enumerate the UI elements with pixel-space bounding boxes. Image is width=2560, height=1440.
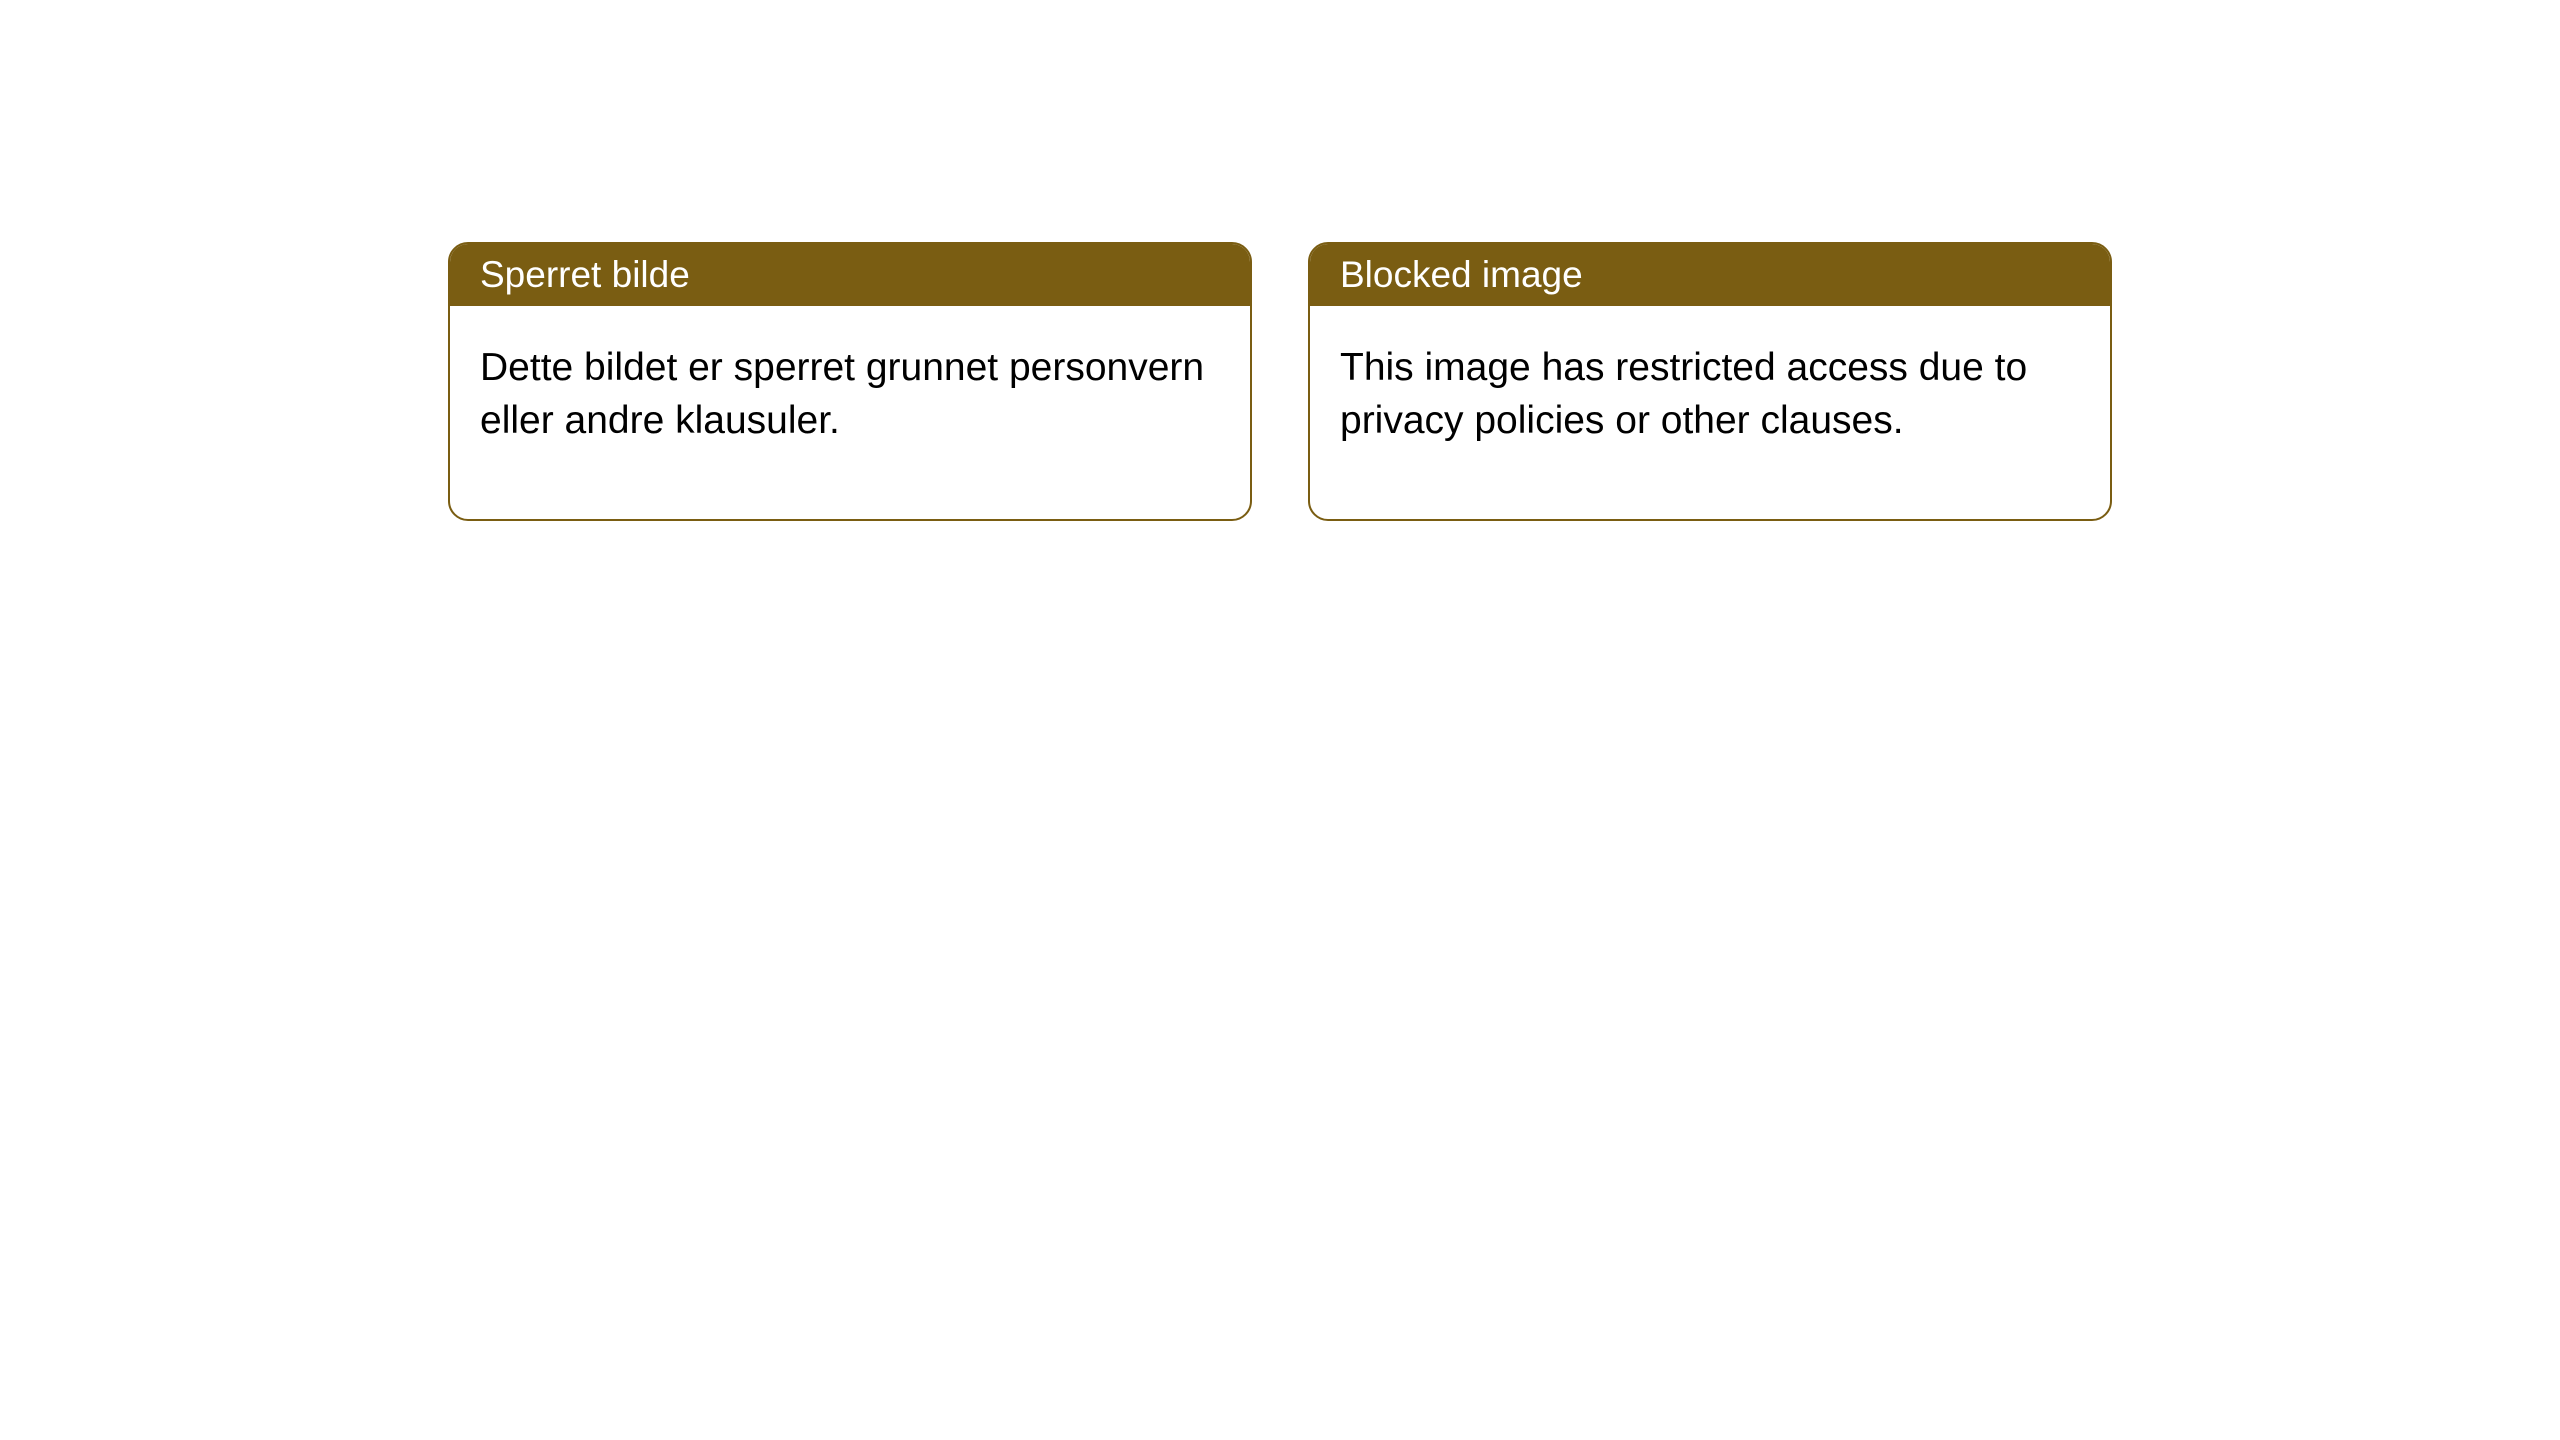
notice-cards-container: Sperret bilde Dette bildet er sperret gr… (448, 242, 2112, 521)
card-body: Dette bildet er sperret grunnet personve… (450, 306, 1250, 519)
card-body-text: This image has restricted access due to … (1340, 346, 2027, 442)
card-body: This image has restricted access due to … (1310, 306, 2110, 519)
card-title: Blocked image (1340, 254, 1583, 295)
card-header: Sperret bilde (450, 244, 1250, 306)
card-body-text: Dette bildet er sperret grunnet personve… (480, 346, 1204, 442)
notice-card-english: Blocked image This image has restricted … (1308, 242, 2112, 521)
notice-card-norwegian: Sperret bilde Dette bildet er sperret gr… (448, 242, 1252, 521)
card-title: Sperret bilde (480, 254, 690, 295)
card-header: Blocked image (1310, 244, 2110, 306)
